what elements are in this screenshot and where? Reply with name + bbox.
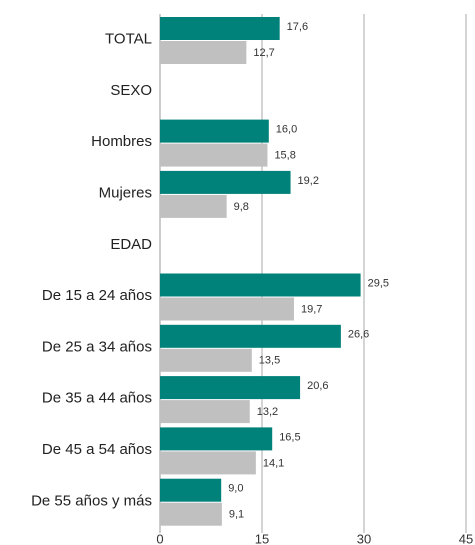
bar bbox=[160, 427, 273, 451]
value-label: 9,8 bbox=[234, 201, 249, 213]
bar bbox=[160, 170, 291, 194]
value-label: 15,8 bbox=[274, 150, 295, 162]
category-label: De 35 a 44 años bbox=[42, 390, 152, 407]
bar bbox=[160, 17, 280, 40]
bar bbox=[160, 194, 227, 218]
value-label: 9,0 bbox=[228, 483, 243, 495]
bar bbox=[160, 324, 341, 348]
value-label: 16,0 bbox=[276, 124, 297, 136]
x-tick-label: 45 bbox=[459, 531, 473, 545]
category-label: De 25 a 34 años bbox=[42, 338, 152, 355]
bar bbox=[160, 348, 252, 372]
x-tick-label: 15 bbox=[255, 531, 269, 545]
bar bbox=[160, 273, 361, 297]
bar bbox=[160, 502, 222, 526]
value-label: 19,7 bbox=[301, 303, 322, 315]
value-label: 13,5 bbox=[259, 355, 280, 367]
bar bbox=[160, 400, 250, 424]
value-label: 26,6 bbox=[348, 329, 369, 341]
value-label: 29,5 bbox=[368, 277, 389, 289]
value-label: 9,1 bbox=[229, 509, 244, 521]
bar bbox=[160, 143, 268, 167]
bar bbox=[160, 376, 301, 400]
value-label: 16,5 bbox=[279, 431, 300, 443]
value-label: 12,7 bbox=[253, 47, 274, 59]
bar bbox=[160, 41, 247, 64]
bar bbox=[160, 119, 269, 143]
category-label: SEXO bbox=[110, 82, 152, 99]
x-tick-label: 30 bbox=[357, 531, 371, 545]
category-label: De 55 años y más bbox=[31, 492, 152, 509]
value-label: 20,6 bbox=[307, 380, 328, 392]
value-label: 17,6 bbox=[287, 21, 308, 33]
category-label: De 15 a 24 años bbox=[42, 287, 152, 304]
bar bbox=[160, 297, 294, 321]
category-label: EDAD bbox=[110, 236, 152, 253]
value-label: 14,1 bbox=[263, 457, 284, 469]
category-label: Hombres bbox=[91, 133, 152, 150]
value-label: 19,2 bbox=[298, 175, 319, 187]
value-label: 13,2 bbox=[257, 406, 278, 418]
category-label: De 45 a 54 años bbox=[42, 441, 152, 458]
x-tick-label: 0 bbox=[156, 531, 163, 545]
category-label: TOTAL bbox=[105, 31, 152, 48]
category-label: Mujeres bbox=[99, 185, 152, 202]
bar bbox=[160, 451, 256, 475]
bar bbox=[160, 478, 222, 502]
